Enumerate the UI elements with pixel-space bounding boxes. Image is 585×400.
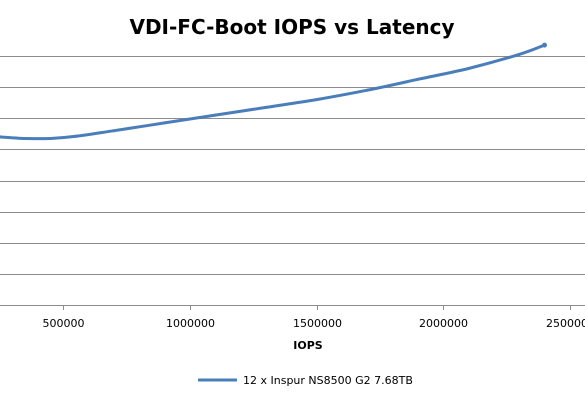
data-point-7 xyxy=(213,113,217,117)
x-tick-label-5: 2500000 xyxy=(546,317,585,330)
series-line xyxy=(0,43,546,141)
data-point-4 xyxy=(74,134,78,138)
data-point-10 xyxy=(365,88,369,92)
chart-title: VDI-FC-Boot IOPS vs Latency xyxy=(129,15,454,39)
data-point-3 xyxy=(49,137,53,140)
x-tick-label-3: 1500000 xyxy=(293,317,342,330)
data-point-2 xyxy=(23,137,27,140)
x-tick-label-4: 2000000 xyxy=(419,317,468,330)
x-tick-label-2: 1000000 xyxy=(166,317,215,330)
x-tick-label-1: 500000 xyxy=(43,317,85,330)
data-point-11 xyxy=(416,77,420,81)
data-point-8 xyxy=(264,105,268,109)
legend: 12 x Inspur NS8500 G2 7.68TB xyxy=(198,374,413,387)
data-point-13 xyxy=(517,52,521,56)
x-axis-title: IOPS xyxy=(293,339,323,352)
data-point-6 xyxy=(163,121,167,125)
data-point-12 xyxy=(467,67,470,70)
data-point-14 xyxy=(542,42,547,48)
gridlines xyxy=(0,56,585,275)
data-point-9 xyxy=(315,98,319,102)
data-point-1 xyxy=(0,135,2,139)
series-points xyxy=(0,42,547,140)
legend-label: 12 x Inspur NS8500 G2 7.68TB xyxy=(243,374,413,387)
data-point-5 xyxy=(112,129,116,133)
x-axis-ticks: 500000 1000000 1500000 2000000 2500000 xyxy=(43,305,585,330)
